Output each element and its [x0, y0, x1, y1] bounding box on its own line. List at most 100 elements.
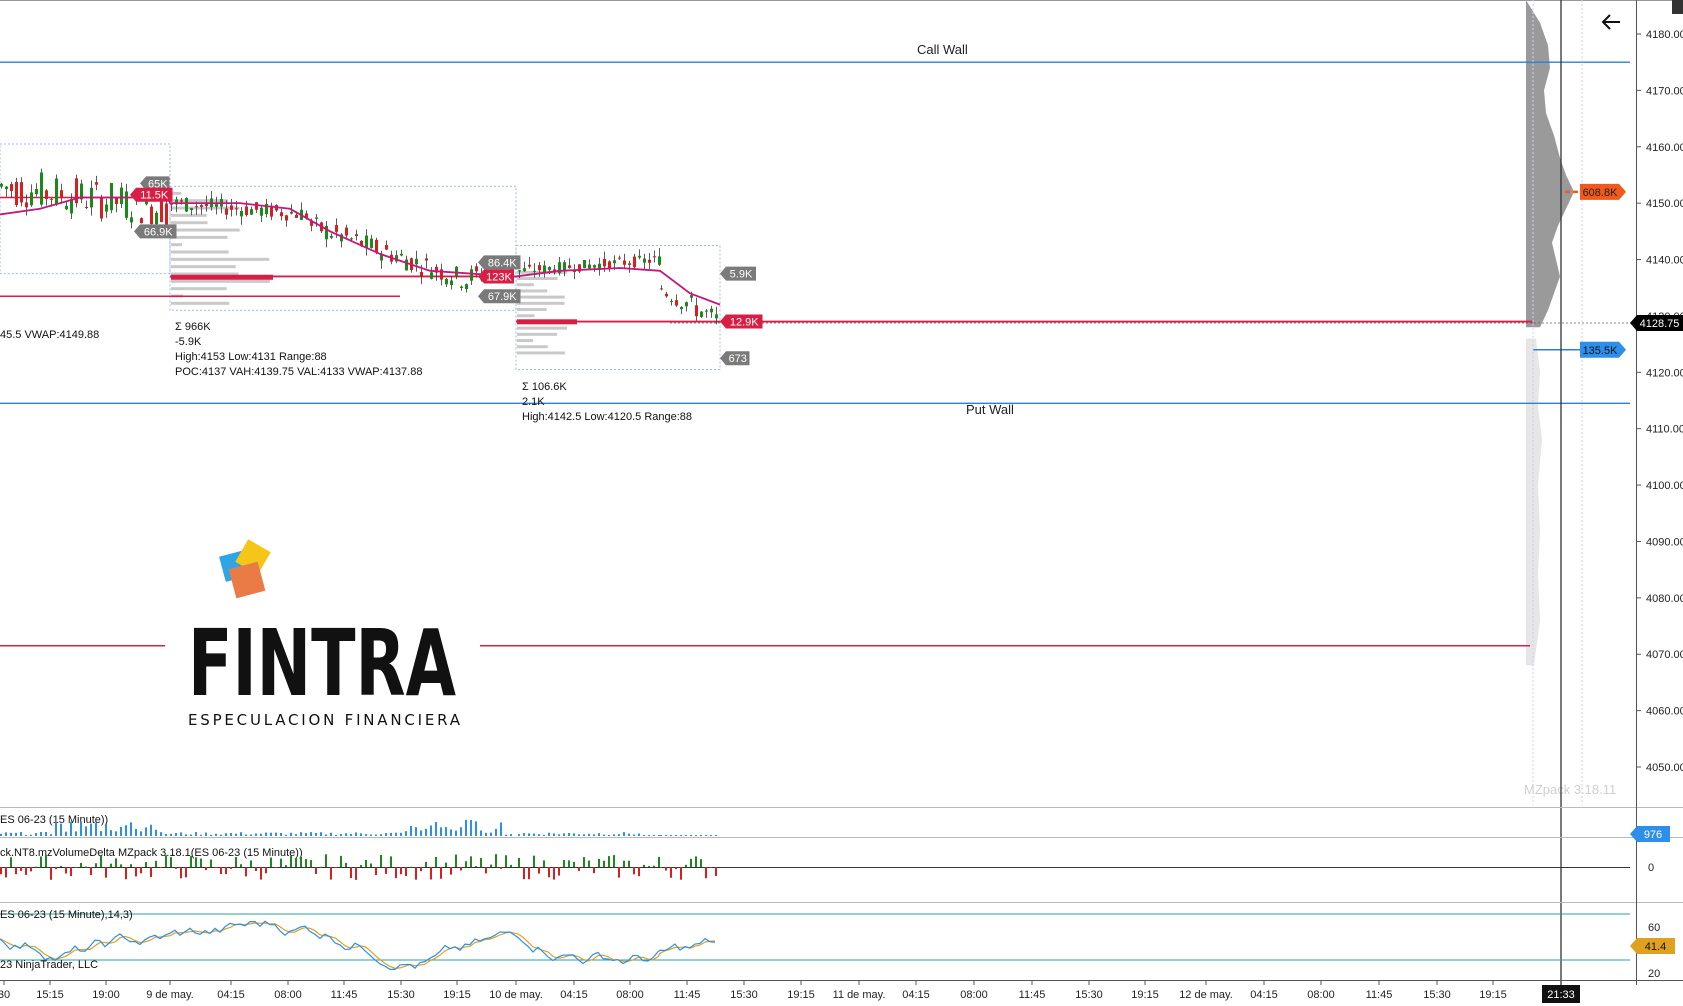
candle-body	[425, 258, 428, 261]
volume-bar	[680, 835, 682, 836]
candle-body	[350, 238, 353, 240]
delta-bar	[165, 855, 167, 867]
poc-profile-tag: 608.8K	[1580, 183, 1626, 200]
delta-bar	[25, 867, 27, 875]
volume-bar	[375, 834, 377, 836]
time-tick-label: 11:45	[674, 989, 701, 1001]
delta-bar	[270, 857, 272, 867]
time-tick-label: 10 de may.	[489, 989, 543, 1001]
delta-bar	[265, 867, 267, 874]
delta-bar	[250, 860, 252, 867]
volume-bar	[593, 834, 595, 836]
candle-body	[190, 208, 193, 211]
delta-bar	[190, 856, 192, 867]
time-tick-label: 19:15	[1479, 989, 1507, 1001]
volume-bar	[85, 826, 87, 836]
candle-body	[250, 209, 253, 215]
delta-bar	[210, 859, 212, 867]
volume-value-tag-bg	[1630, 826, 1670, 842]
volume-bar	[315, 832, 317, 836]
candle-body	[95, 182, 98, 185]
delta-bar	[390, 856, 392, 867]
volume-bar	[598, 833, 600, 836]
volume-bar	[185, 834, 187, 836]
delta-bar	[420, 867, 422, 872]
delta-bar	[505, 855, 507, 867]
volume-bar	[200, 834, 202, 836]
volume-bar	[470, 819, 472, 836]
delta-bar	[105, 867, 107, 878]
delta-bar	[95, 863, 97, 867]
volume-bar	[690, 835, 692, 836]
price-tick-label: 4110.00	[1646, 424, 1683, 436]
delta-bar	[70, 867, 72, 877]
volume-bar	[285, 834, 287, 836]
session-boxes	[0, 143, 721, 370]
volume-bar	[280, 832, 282, 836]
delta-bar	[65, 867, 67, 874]
volume-bar	[415, 827, 417, 836]
volume-bar	[5, 832, 7, 836]
session3-vah-tag-text: 5.9K	[730, 269, 753, 281]
time-tick-label: 12 de may.	[1179, 989, 1233, 1001]
volume-bar	[390, 832, 392, 836]
delta-bar	[290, 855, 292, 867]
delta-bar	[55, 867, 57, 870]
candle-body	[465, 284, 468, 290]
time-tick-label: 15:30	[1075, 989, 1103, 1001]
volume-bar	[310, 832, 312, 836]
stoch-pane-label: ES 06-23 (15 Minute),14,3)	[0, 909, 133, 921]
volume-bar	[623, 832, 625, 836]
profile-shape-lower	[1526, 338, 1542, 666]
session1-poc-tag-bg	[130, 187, 173, 202]
delta-bar	[495, 854, 497, 867]
delta-bar	[573, 861, 575, 867]
volume-bar	[665, 835, 667, 836]
volume-bar	[140, 831, 142, 836]
volume-bar	[90, 823, 92, 836]
candle-body	[705, 310, 708, 312]
delta-bar	[460, 867, 462, 871]
volume-bar	[110, 830, 112, 836]
delta-bar	[643, 864, 645, 867]
volume-bar	[115, 831, 117, 836]
delta-bar	[563, 859, 565, 867]
session2-profile-bar	[171, 221, 208, 225]
delta-bar	[200, 858, 202, 867]
session3-profile-bar	[517, 339, 534, 343]
delta-bar	[603, 860, 605, 867]
delta-bar	[598, 858, 600, 867]
time-tick-label: 19:15	[1131, 989, 1159, 1001]
volume-bar	[430, 825, 432, 836]
delta-bar	[490, 864, 492, 867]
session3-vah-tag: 5.9K	[720, 266, 756, 281]
candle-body	[200, 205, 203, 207]
time-tick-label: 08:00	[960, 989, 988, 1001]
delta-bar	[533, 855, 535, 867]
volume-bar	[675, 835, 677, 836]
session3-vah-tag-bg	[720, 266, 756, 281]
delta-pane: ck.NT8.mzVolumeDelta MZpack 3.18.1(ES 06…	[0, 837, 1683, 868]
candle-body	[345, 227, 348, 236]
delta-bar	[680, 867, 682, 880]
price-tick-label: 4100.00	[1646, 480, 1683, 492]
session3-sum: Σ 106.6K	[522, 381, 567, 393]
candle-body	[335, 225, 338, 232]
session3-profile-bar	[517, 326, 567, 330]
delta-bar	[690, 858, 692, 867]
cursor-lines	[1532, 0, 1583, 985]
corner-button[interactable]	[1672, 0, 1683, 14]
delta-bar	[410, 866, 412, 868]
back-arrow-icon[interactable]	[1596, 8, 1626, 36]
delta-bar	[593, 867, 595, 874]
volume-bar	[568, 832, 570, 836]
delta-bar	[315, 867, 317, 874]
candle-body	[415, 258, 418, 265]
put-wall-label: Put Wall	[966, 402, 1014, 417]
volume-bar	[215, 833, 217, 836]
candle-body	[295, 214, 298, 218]
delta-bar	[415, 867, 417, 880]
candle-body	[523, 268, 526, 272]
delta-bar	[553, 867, 555, 880]
